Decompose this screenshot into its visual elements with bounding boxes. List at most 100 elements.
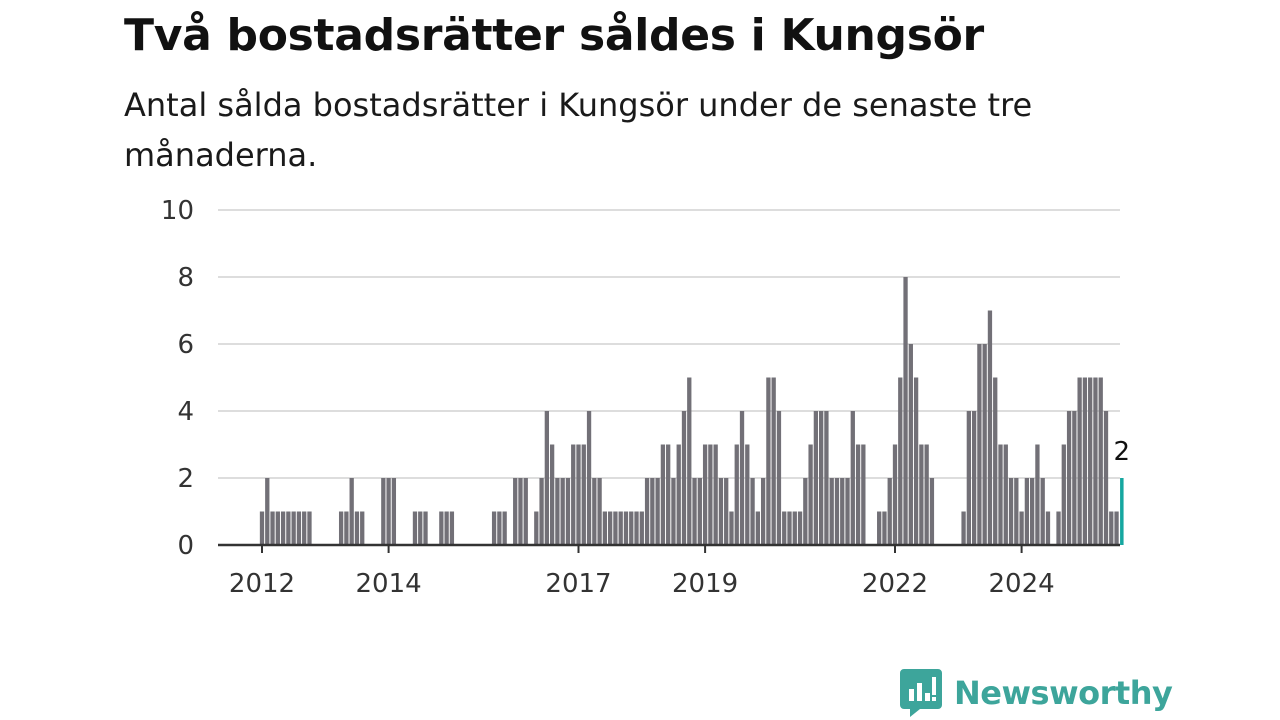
bar xyxy=(713,444,718,545)
bar xyxy=(618,511,623,545)
bar xyxy=(602,511,608,545)
bar xyxy=(803,478,808,545)
bar xyxy=(739,411,745,545)
bar xyxy=(824,411,829,545)
y-tick-label: 0 xyxy=(177,531,194,561)
bar xyxy=(898,377,903,545)
bar xyxy=(787,511,792,545)
bar xyxy=(819,411,824,545)
bar xyxy=(834,478,840,545)
bar xyxy=(539,478,544,545)
bar xyxy=(977,344,982,545)
bar xyxy=(644,478,650,545)
bar xyxy=(776,411,782,545)
bar xyxy=(655,478,660,545)
bar xyxy=(855,444,861,545)
bar xyxy=(275,511,280,545)
bar xyxy=(597,478,602,545)
bar xyxy=(613,511,618,545)
x-tick-label: 2014 xyxy=(356,569,422,599)
bar xyxy=(813,411,819,545)
bar xyxy=(586,411,592,545)
brand-name: Newsworthy xyxy=(954,674,1173,712)
bar xyxy=(1019,511,1024,545)
x-tick-label: 2024 xyxy=(989,569,1055,599)
bar xyxy=(961,511,966,545)
bars xyxy=(259,277,1124,545)
bar xyxy=(882,511,887,545)
y-tick-label: 6 xyxy=(177,330,194,360)
bar xyxy=(797,511,803,545)
x-axis: 2012 2014 2017 2019 2022 2024 xyxy=(218,543,1120,599)
bar xyxy=(360,511,365,545)
bar xyxy=(391,478,397,545)
bar xyxy=(924,444,929,545)
bar xyxy=(782,511,787,545)
bar xyxy=(718,478,724,545)
bar xyxy=(913,377,919,545)
bar xyxy=(987,310,993,545)
x-tick-label: 2022 xyxy=(862,569,928,599)
bar xyxy=(623,511,629,545)
bar xyxy=(903,277,908,545)
bar xyxy=(919,444,924,545)
bar xyxy=(692,478,697,545)
x-tick-label: 2019 xyxy=(672,569,738,599)
bar xyxy=(280,511,286,545)
bar xyxy=(502,511,507,545)
bar xyxy=(845,478,850,545)
bar xyxy=(1066,411,1072,545)
bar xyxy=(829,478,834,545)
bar xyxy=(1103,411,1109,545)
y-tick-label: 10 xyxy=(161,196,194,226)
bar xyxy=(354,511,360,545)
bar xyxy=(1109,511,1114,545)
bar xyxy=(1035,444,1040,545)
bar xyxy=(639,511,644,545)
bar xyxy=(1072,411,1077,545)
y-tick-label: 8 xyxy=(177,263,194,293)
bar xyxy=(760,478,766,545)
bar xyxy=(734,444,739,545)
bar xyxy=(1014,478,1019,545)
bar xyxy=(687,377,692,545)
brand: Newsworthy xyxy=(900,668,1173,718)
bar xyxy=(560,478,565,545)
bar xyxy=(412,511,418,545)
bar xyxy=(792,511,797,545)
bar xyxy=(418,511,423,545)
bar xyxy=(908,344,913,545)
bar xyxy=(544,411,549,545)
bar xyxy=(449,511,455,545)
bar xyxy=(302,511,307,545)
bar xyxy=(650,478,655,545)
x-tick-label: 2017 xyxy=(545,569,611,599)
bar xyxy=(497,511,502,545)
bar xyxy=(259,511,265,545)
chart-title: Två bostadsrätter såldes i Kungsör xyxy=(124,10,984,61)
bar xyxy=(1040,478,1045,545)
bar xyxy=(1030,478,1035,545)
bar xyxy=(291,511,296,545)
bar xyxy=(993,377,998,545)
bar xyxy=(1045,511,1051,545)
bar xyxy=(702,444,708,545)
bar xyxy=(1082,377,1088,545)
bar xyxy=(1093,377,1098,545)
bar xyxy=(708,444,713,545)
bar xyxy=(344,511,349,545)
bar xyxy=(608,511,613,545)
chart-subtitle: Antal sålda bostadsrätter i Kungsör unde… xyxy=(124,86,1033,174)
bar xyxy=(491,511,497,545)
bar xyxy=(1024,478,1030,545)
bar xyxy=(929,478,935,545)
bar xyxy=(349,478,354,545)
bar xyxy=(549,444,555,545)
y-tick-label: 4 xyxy=(177,397,194,427)
bar xyxy=(381,478,386,545)
bar xyxy=(1003,444,1008,545)
bar xyxy=(750,478,755,545)
bar xyxy=(592,478,597,545)
bar xyxy=(518,478,523,545)
bar xyxy=(423,511,428,545)
